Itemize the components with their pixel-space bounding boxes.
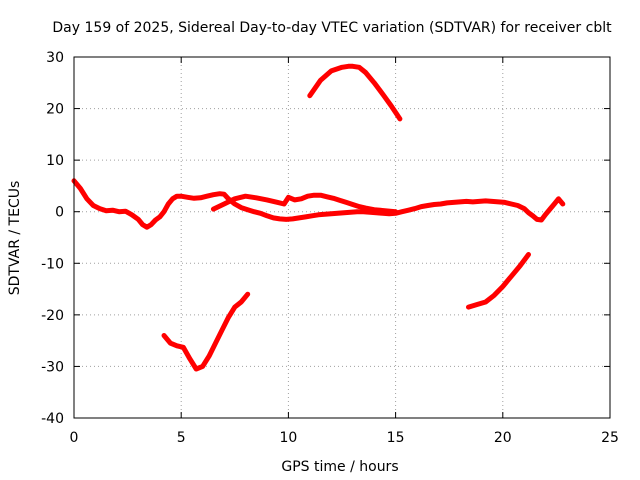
y-tick-label: 0 [55, 205, 64, 221]
series-loop-segment [210, 192, 399, 215]
y-tick-label: 30 [46, 50, 64, 66]
y-tick-label: -30 [41, 359, 64, 375]
series-lower-right-rise [466, 252, 531, 310]
y-tick-label: -40 [41, 411, 64, 427]
chart-title: Day 159 of 2025, Sidereal Day-to-day VTE… [52, 20, 612, 36]
y-tick-label: 20 [46, 102, 64, 118]
x-axis-label: GPS time / hours [281, 459, 398, 475]
x-tick-label: 5 [177, 430, 186, 446]
x-tick-label: 0 [70, 430, 79, 446]
series-lower-left-dip [161, 291, 251, 372]
y-axis-label: SDTVAR / TECUs [7, 181, 23, 296]
x-tick-label: 15 [387, 430, 405, 446]
data-series [71, 63, 566, 372]
grid-lines [74, 57, 610, 418]
x-tick-label: 10 [279, 430, 297, 446]
series-upper-arc [307, 63, 403, 122]
y-tick-label: -10 [41, 256, 64, 272]
plot-frame [73, 56, 611, 419]
y-tick-label: -20 [41, 308, 64, 324]
x-tick-label: 25 [601, 430, 619, 446]
series-main-band [71, 178, 566, 230]
axis-ticks: 0 5 10 15 20 25 -40 -30 -20 -10 0 10 20 30 [41, 50, 619, 446]
y-tick-label: 10 [46, 153, 64, 169]
x-tick-label: 20 [494, 430, 512, 446]
